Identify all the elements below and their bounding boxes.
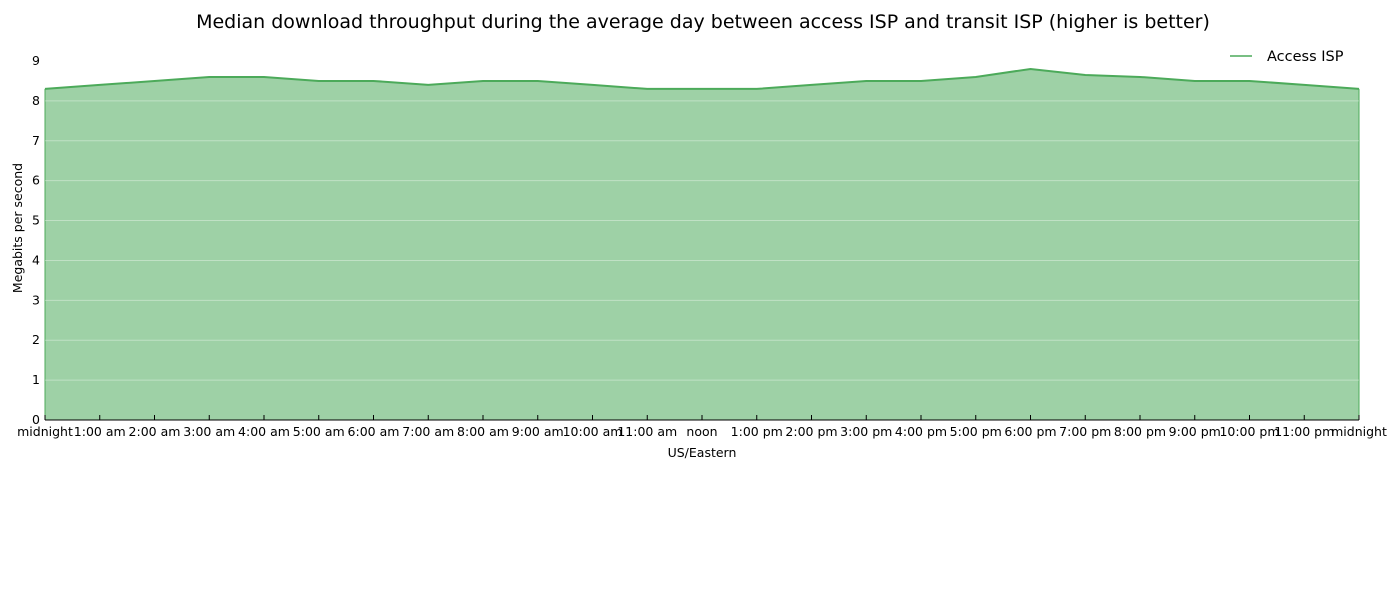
- x-tick-label: 2:00 am: [129, 424, 181, 439]
- y-tick-label: 8: [32, 93, 40, 108]
- x-tick-label: 1:00 am: [74, 424, 126, 439]
- y-tick-label: 3: [32, 292, 40, 307]
- y-tick-label: 7: [32, 133, 40, 148]
- x-tick-label: 10:00 am: [563, 424, 623, 439]
- x-tick-label: 1:00 pm: [731, 424, 783, 439]
- x-tick-label: 3:00 am: [183, 424, 235, 439]
- x-tick-label: midnight: [1331, 424, 1387, 439]
- legend: Access ISP: [1230, 49, 1344, 65]
- x-tick-label: 6:00 am: [348, 424, 400, 439]
- y-tick-label: 5: [32, 213, 40, 228]
- series-line-access-isp: [44, 67, 1360, 90]
- x-tick-label: 3:00 pm: [840, 424, 892, 439]
- x-tick-label: 6:00 pm: [1004, 424, 1056, 439]
- x-tick-label: 5:00 pm: [950, 424, 1002, 439]
- x-tick-label: 11:00 am: [617, 424, 677, 439]
- x-axis-label: US/Eastern: [668, 445, 737, 460]
- y-tick-label: 4: [32, 252, 40, 267]
- x-axis-ticks: midnight 1:00 am 2:00 am 3:00 am 4:00 am 5:00…: [17, 415, 1387, 439]
- x-tick-label: 7:00 am: [402, 424, 454, 439]
- y-axis-ticks: 0 1 2 3 4 5 6 7 8 9: [32, 53, 40, 427]
- x-tick-label: 2:00 pm: [785, 424, 837, 439]
- y-tick-label: 1: [32, 372, 40, 387]
- x-tick-label: 4:00 am: [238, 424, 290, 439]
- x-tick-label: noon: [686, 424, 717, 439]
- area-fill-access-isp: [45, 68, 1359, 420]
- y-tick-label: 0: [32, 412, 40, 427]
- y-tick-label: 6: [32, 173, 40, 188]
- x-tick-label: 9:00 pm: [1169, 424, 1221, 439]
- y-axis-label: Megabits per second: [10, 163, 25, 293]
- x-tick-label: 10:00 pm: [1219, 424, 1279, 439]
- chart-title: Median download throughput during the av…: [196, 11, 1210, 33]
- series-layer: [44, 67, 1360, 420]
- x-tick-label: 8:00 am: [457, 424, 509, 439]
- legend-label-access-isp: Access ISP: [1267, 49, 1344, 65]
- x-tick-label: 11:00 pm: [1274, 424, 1334, 439]
- x-tick-label: 9:00 am: [512, 424, 564, 439]
- x-tick-label: 5:00 am: [293, 424, 345, 439]
- y-tick-label: 9: [32, 53, 40, 68]
- x-tick-label: 7:00 pm: [1059, 424, 1111, 439]
- x-tick-label: 8:00 pm: [1114, 424, 1166, 439]
- grid-lines: [45, 60, 1359, 381]
- x-tick-label: midnight: [17, 424, 73, 439]
- x-tick-label: 4:00 pm: [895, 424, 947, 439]
- y-tick-label: 2: [32, 332, 40, 347]
